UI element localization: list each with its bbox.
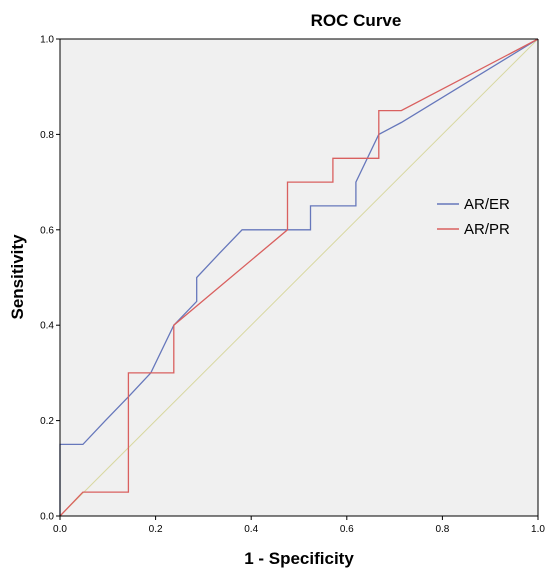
x-tick-label: 0.8: [435, 524, 449, 535]
x-axis-title: 1 - Specificity: [244, 549, 354, 568]
x-tick-label: 0.6: [340, 524, 354, 535]
y-tick-label: 0.8: [40, 130, 54, 141]
y-axis-ticks: 0.0 0.2 0.4 0.6 0.8 1.0: [40, 35, 60, 523]
chart-title: ROC Curve: [311, 11, 402, 30]
x-tick-label: 0.4: [244, 524, 258, 535]
legend-label: AR/PR: [464, 221, 510, 238]
x-tick-label: 0.0: [53, 524, 67, 535]
reference-line: [59, 38, 539, 517]
legend-label: AR/ER: [464, 196, 510, 213]
reference-line-group: [59, 38, 539, 517]
series-line-ar-pr: [59, 38, 539, 517]
series-line-ar-er: [59, 38, 539, 516]
y-tick-label: 0.6: [40, 225, 54, 236]
y-tick-label: 1.0: [40, 35, 54, 46]
series-group: [59, 38, 539, 517]
y-axis-title: Sensitivity: [8, 234, 27, 320]
x-tick-label: 1.0: [531, 524, 545, 535]
legend: AR/ER AR/PR: [437, 196, 510, 238]
x-tick-label: 0.2: [149, 524, 163, 535]
x-axis-ticks: 0.0 0.2 0.4 0.6 0.8 1.0: [53, 516, 545, 535]
y-tick-label: 0.2: [40, 416, 54, 427]
y-tick-label: 0.4: [40, 321, 54, 332]
y-tick-label: 0.0: [40, 512, 54, 523]
